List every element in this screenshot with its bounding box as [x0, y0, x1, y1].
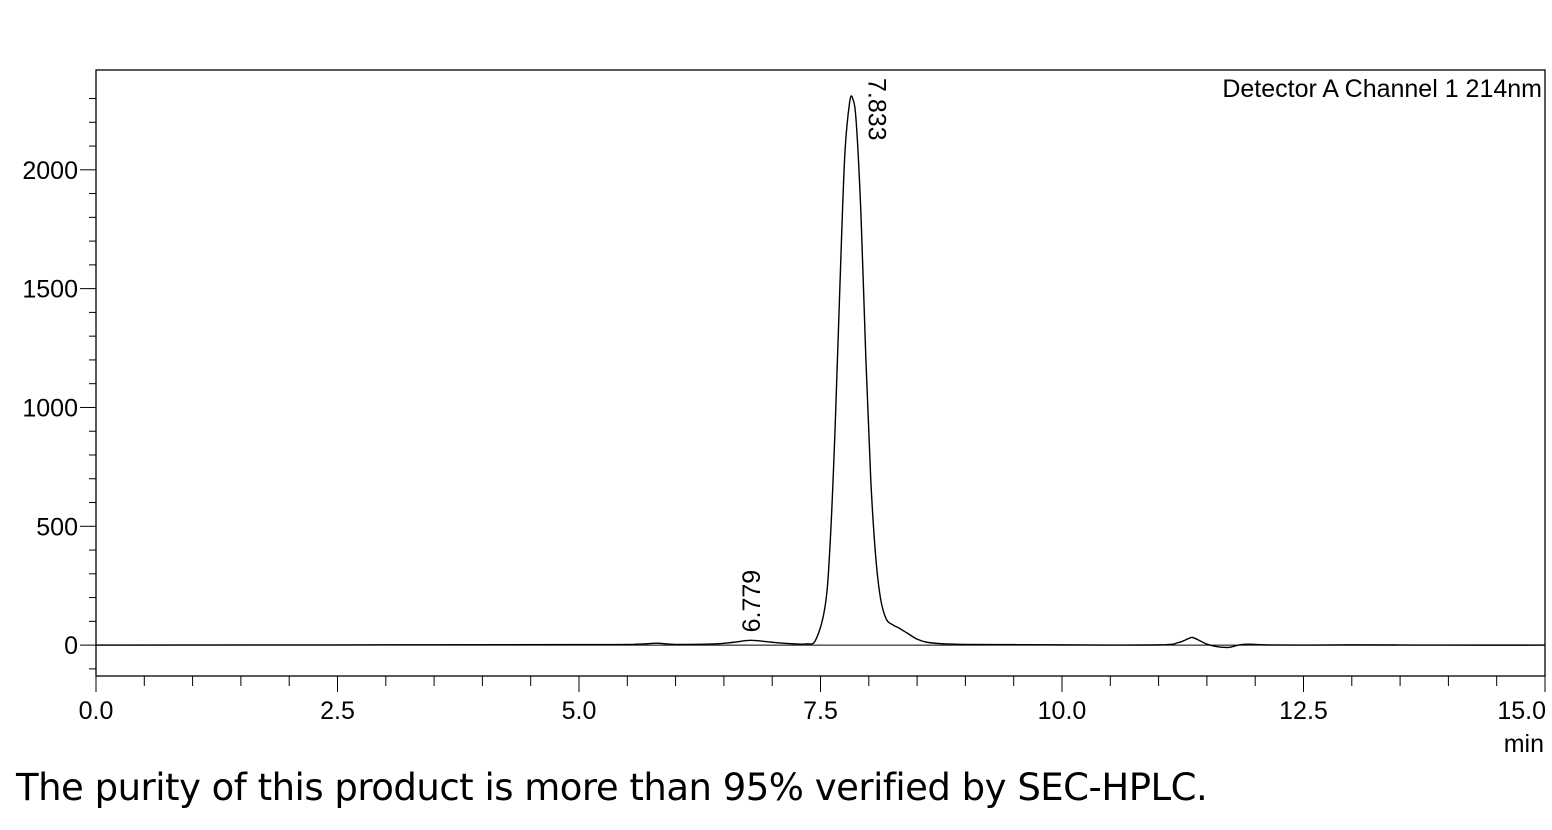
- x-axis-ticks: 0.0 2.5 5.0 7.5 10.0 12.5 15.0: [79, 676, 1546, 725]
- x-tick-label: 10.0: [1038, 697, 1087, 725]
- y-axis-ticks: 0 500 1000 1500 2000: [22, 98, 96, 670]
- x-tick-label: 2.5: [320, 697, 355, 725]
- peak-label: 7.833: [863, 78, 891, 141]
- plot-frame: [95, 69, 1546, 677]
- x-tick-label: 5.0: [562, 697, 597, 725]
- series-trace: [95, 95, 1546, 649]
- y-tick-label: 1500: [22, 276, 78, 304]
- y-tick-label: 2000: [22, 157, 78, 185]
- x-tick-label: 0.0: [79, 697, 114, 725]
- chromatogram-chart: 0 500 1000 1500 2000 0.0 2.5 5.0 7.5 10.0 12.5 15.…: [22, 69, 1546, 758]
- caption-text: The purity of this product is more than …: [16, 766, 1208, 809]
- y-tick-label: 500: [36, 513, 78, 541]
- x-tick-label: 12.5: [1279, 697, 1328, 725]
- x-tick-label: 15.0: [1497, 697, 1546, 725]
- legend-text: Detector A Channel 1 214nm: [1222, 75, 1542, 103]
- peak-label: 6.779: [738, 570, 766, 633]
- peak-labels: 6.779 7.833: [738, 78, 891, 632]
- y-tick-label: 0: [64, 632, 78, 660]
- x-axis-label: min: [1504, 730, 1544, 758]
- x-tick-label: 7.5: [803, 697, 838, 725]
- y-tick-label: 1000: [22, 394, 78, 422]
